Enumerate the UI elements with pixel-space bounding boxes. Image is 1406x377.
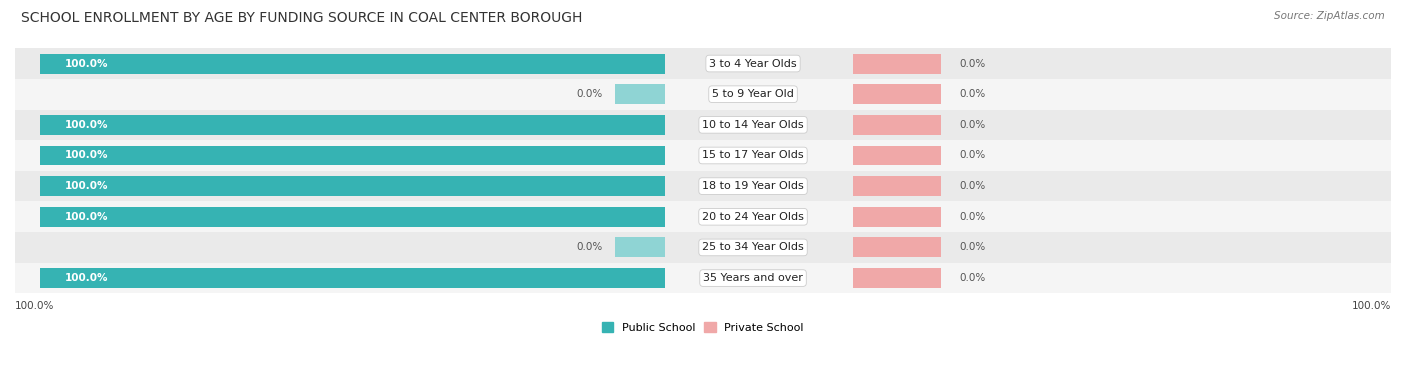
Bar: [39, 54, 665, 74]
Bar: [39, 146, 665, 166]
Text: 0.0%: 0.0%: [576, 242, 603, 253]
Bar: [15, 201, 1406, 232]
Bar: [39, 115, 665, 135]
Bar: [15, 109, 1406, 140]
Bar: [15, 263, 1406, 293]
Bar: [616, 238, 665, 257]
Bar: [39, 268, 665, 288]
Text: 10 to 14 Year Olds: 10 to 14 Year Olds: [702, 120, 804, 130]
Text: 0.0%: 0.0%: [959, 120, 986, 130]
Text: 0.0%: 0.0%: [959, 242, 986, 253]
Bar: [853, 238, 941, 257]
Bar: [853, 146, 941, 166]
Text: 100.0%: 100.0%: [65, 120, 108, 130]
Bar: [853, 176, 941, 196]
Text: 3 to 4 Year Olds: 3 to 4 Year Olds: [709, 58, 797, 69]
Text: 100.0%: 100.0%: [65, 181, 108, 191]
Bar: [15, 171, 1406, 201]
Text: 100.0%: 100.0%: [65, 273, 108, 283]
Text: 100.0%: 100.0%: [65, 58, 108, 69]
Text: Source: ZipAtlas.com: Source: ZipAtlas.com: [1274, 11, 1385, 21]
Bar: [853, 207, 941, 227]
Bar: [616, 84, 665, 104]
Text: 0.0%: 0.0%: [959, 273, 986, 283]
Text: 25 to 34 Year Olds: 25 to 34 Year Olds: [702, 242, 804, 253]
Text: 0.0%: 0.0%: [959, 181, 986, 191]
Text: 0.0%: 0.0%: [576, 89, 603, 99]
Text: 35 Years and over: 35 Years and over: [703, 273, 803, 283]
Text: SCHOOL ENROLLMENT BY AGE BY FUNDING SOURCE IN COAL CENTER BOROUGH: SCHOOL ENROLLMENT BY AGE BY FUNDING SOUR…: [21, 11, 582, 25]
Bar: [853, 115, 941, 135]
Text: 0.0%: 0.0%: [959, 89, 986, 99]
Text: 0.0%: 0.0%: [959, 150, 986, 161]
Bar: [15, 232, 1406, 263]
Bar: [15, 79, 1406, 109]
Text: 20 to 24 Year Olds: 20 to 24 Year Olds: [702, 212, 804, 222]
Text: 5 to 9 Year Old: 5 to 9 Year Old: [711, 89, 794, 99]
Text: 100.0%: 100.0%: [1351, 301, 1391, 311]
Text: 100.0%: 100.0%: [15, 301, 55, 311]
Bar: [39, 176, 665, 196]
Text: 0.0%: 0.0%: [959, 212, 986, 222]
Text: 100.0%: 100.0%: [65, 212, 108, 222]
Bar: [15, 140, 1406, 171]
Text: 0.0%: 0.0%: [959, 58, 986, 69]
Bar: [853, 84, 941, 104]
Text: 15 to 17 Year Olds: 15 to 17 Year Olds: [702, 150, 804, 161]
Bar: [853, 268, 941, 288]
Bar: [39, 207, 665, 227]
Legend: Public School, Private School: Public School, Private School: [599, 319, 807, 336]
Bar: [853, 54, 941, 74]
Bar: [15, 48, 1406, 79]
Text: 18 to 19 Year Olds: 18 to 19 Year Olds: [702, 181, 804, 191]
Text: 100.0%: 100.0%: [65, 150, 108, 161]
